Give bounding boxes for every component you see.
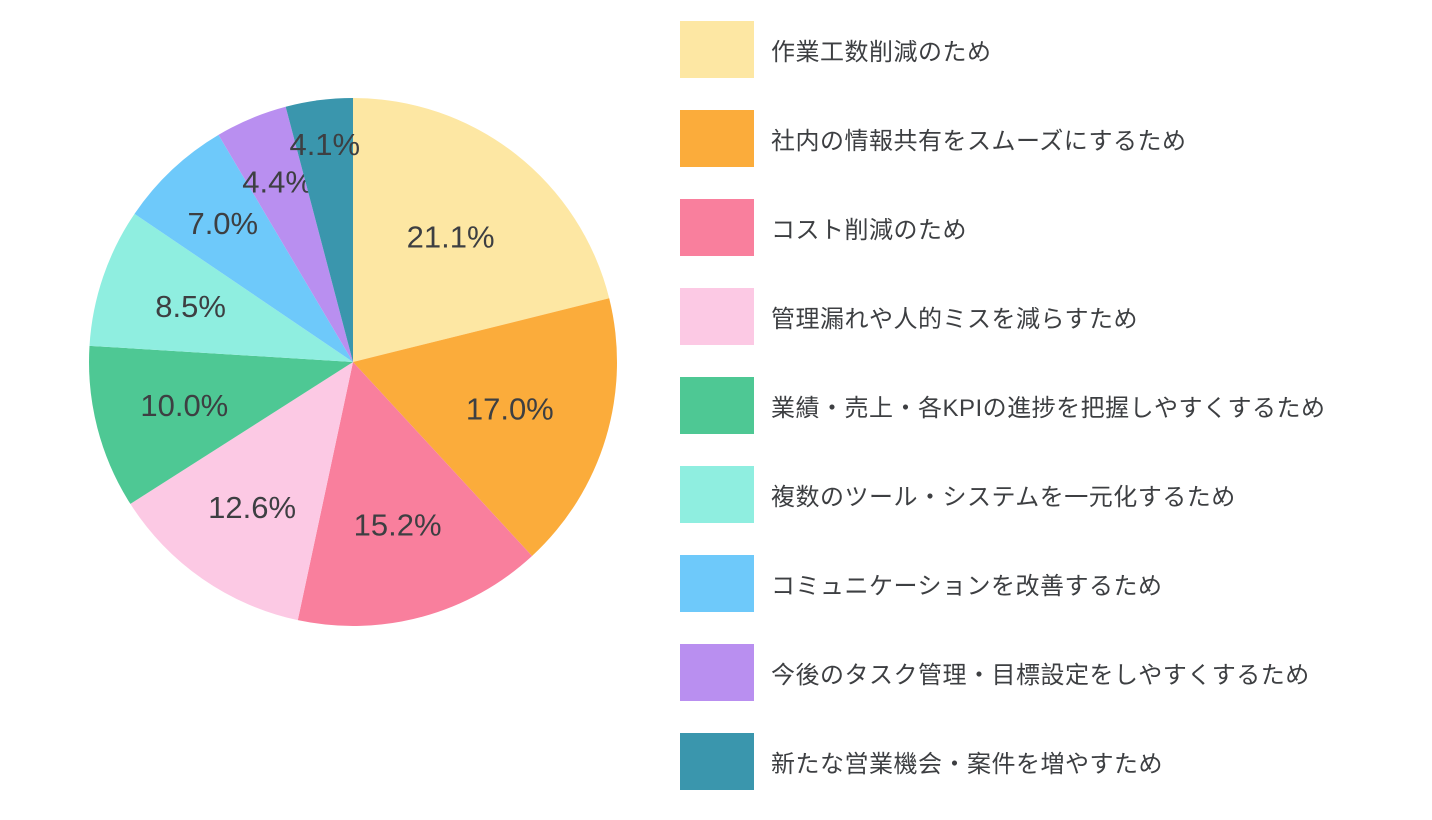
legend-item: コスト削減のため	[680, 199, 1325, 256]
pie-slice	[353, 98, 610, 362]
pie-slice	[130, 362, 353, 621]
legend-item: 複数のツール・システムを一元化するため	[680, 466, 1325, 523]
legend-label: コスト削減のため	[771, 217, 967, 244]
pie-slice	[353, 298, 618, 557]
pie-slice-label: 7.0%	[187, 206, 258, 241]
legend-label: 新たな営業機会・案件を増やすため	[771, 751, 1163, 778]
pie-slice-label: 12.6%	[208, 490, 296, 525]
pie-slice	[297, 362, 533, 626]
legend-item: 新たな営業機会・案件を増やすため	[680, 733, 1325, 790]
legend-item: 今後のタスク管理・目標設定をしやすくするため	[680, 644, 1325, 701]
legend-item: 管理漏れや人的ミスを減らすため	[680, 288, 1325, 345]
pie-slice	[134, 134, 353, 362]
legend-color-swatch	[680, 21, 754, 78]
legend-color-swatch	[680, 555, 754, 612]
legend-color-swatch	[680, 644, 754, 701]
legend-label: コミュニケーションを改善するため	[771, 573, 1163, 600]
legend-label: 業績・売上・各KPIの進捗を把握しやすくするため	[771, 395, 1326, 422]
pie-slice-label: 4.4%	[242, 164, 313, 199]
pie-slice-label: 8.5%	[155, 289, 226, 324]
pie-slice	[89, 213, 353, 362]
legend-color-swatch	[680, 466, 754, 523]
legend-color-swatch	[680, 377, 754, 434]
pie-slice-label: 21.1%	[407, 220, 495, 255]
legend-item: 社内の情報共有をスムーズにするため	[680, 110, 1325, 167]
pie-slice	[285, 98, 353, 362]
pie-slice-label: 17.0%	[466, 391, 554, 426]
legend-color-swatch	[680, 733, 754, 790]
legend-color-swatch	[680, 288, 754, 345]
legend-label: 作業工数削減のため	[771, 39, 992, 66]
pie-slice-label: 10.0%	[140, 388, 228, 423]
legend-item: 作業工数削減のため	[680, 21, 1325, 78]
legend-color-swatch	[680, 199, 754, 256]
chart-legend: 作業工数削減のため社内の情報共有をスムーズにするため コスト削減のため管理漏れや人…	[680, 21, 1325, 790]
pie-slice-label: 15.2%	[354, 508, 442, 543]
legend-label: 今後のタスク管理・目標設定をしやすくするため	[771, 662, 1310, 689]
legend-label: 管理漏れや人的ミスを減らすため	[771, 306, 1139, 333]
legend-label: 社内の情報共有をスムーズにするため	[771, 128, 1187, 155]
legend-color-swatch	[680, 110, 754, 167]
pie-slice	[218, 106, 353, 362]
legend-item: コミュニケーションを改善するため	[680, 555, 1325, 612]
pie-slice-label: 4.1%	[289, 127, 360, 162]
legend-item: 業績・売上・各KPIの進捗を把握しやすくするため	[680, 377, 1325, 434]
pie-slice	[89, 345, 353, 504]
legend-label: 複数のツール・システムを一元化するため	[771, 484, 1236, 511]
